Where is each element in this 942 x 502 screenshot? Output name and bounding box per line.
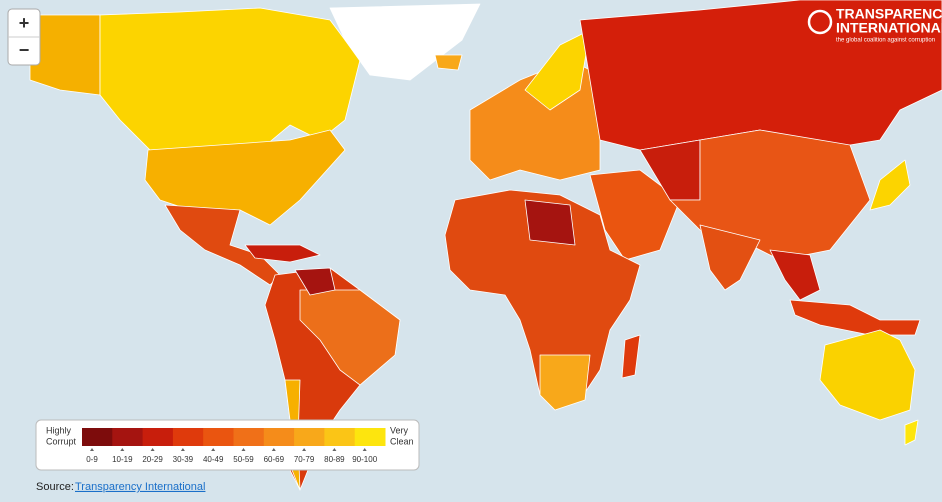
- usa: [144, 129, 346, 226]
- legend-tick: [241, 448, 246, 451]
- legend-swatch: [354, 428, 386, 446]
- australia: [819, 329, 916, 421]
- legend-low-label: Corrupt: [46, 436, 77, 446]
- southeast-asia: [769, 249, 821, 301]
- legend-tick: [302, 448, 307, 451]
- legend-tick: [211, 448, 216, 451]
- legend-bin-label: 80-89: [324, 455, 345, 464]
- legend-swatch: [142, 428, 174, 446]
- legend: Highly Corrupt Very Clean 0-9 10-19 20-29 3…: [35, 419, 420, 471]
- logo: TRANSPARENCY INTERNATIONAL the global co…: [807, 6, 942, 44]
- legend-bin-label: 30-39: [173, 455, 194, 464]
- legend-tick: [180, 448, 185, 451]
- southern-africa: [539, 354, 591, 411]
- scandinavia: [524, 29, 591, 111]
- legend-tick: [362, 448, 367, 451]
- legend-tick: [120, 448, 125, 451]
- land-layer: [29, 0, 942, 491]
- source-prefix: Source:: [36, 481, 74, 493]
- legend-swatch: [294, 428, 325, 446]
- zoom-in-button[interactable]: +: [19, 13, 30, 33]
- logo-icon: [807, 9, 833, 35]
- indonesia: [789, 299, 921, 336]
- madagascar: [621, 334, 641, 379]
- legend-swatch: [112, 428, 144, 446]
- legend-bin-label: 70-79: [294, 455, 315, 464]
- logo-line1: TRANSPARENCY: [836, 6, 942, 22]
- legend-bin-label: 0-9: [86, 455, 98, 464]
- zoom-out-button[interactable]: −: [19, 40, 30, 60]
- logo-tagline: the global coalition against corruption: [836, 38, 935, 44]
- legend-low-label: Highly: [46, 425, 72, 435]
- legend-swatch: [203, 428, 234, 446]
- japan: [869, 159, 911, 211]
- legend-tick: [332, 448, 337, 451]
- india: [699, 224, 761, 291]
- source: Source: Transparency International: [36, 481, 205, 493]
- new-zealand: [904, 419, 919, 446]
- source-link[interactable]: Transparency International: [75, 481, 205, 493]
- legend-tick: [271, 448, 276, 451]
- libya: [524, 199, 576, 246]
- legend-bin-label: 60-69: [264, 455, 285, 464]
- legend-swatch: [172, 428, 204, 446]
- greenland: [329, 3, 481, 81]
- middle-east: [589, 169, 681, 261]
- legend-swatch: [263, 428, 295, 446]
- legend-bin-label: 40-49: [203, 455, 224, 464]
- legend-bin-label: 90-100: [352, 455, 377, 464]
- legend-bin-label: 50-59: [233, 455, 254, 464]
- legend-bin-label: 20-29: [142, 455, 163, 464]
- legend-tick: [150, 448, 155, 451]
- canada: [99, 7, 361, 151]
- legend-bin-label: 10-19: [112, 455, 133, 464]
- zoom-control: + −: [7, 8, 41, 66]
- alaska: [29, 14, 101, 96]
- legend-tick: [90, 448, 94, 451]
- caribbean: [244, 244, 321, 263]
- iceland: [434, 54, 463, 71]
- legend-high-label: Very: [390, 425, 409, 435]
- legend-swatch: [82, 428, 113, 446]
- legend-high-label: Clean: [390, 436, 414, 446]
- venezuela: [294, 267, 336, 296]
- logo-line2: INTERNATIONAL: [836, 20, 942, 36]
- legend-swatch: [324, 428, 356, 446]
- brazil: [299, 289, 401, 386]
- legend-swatch: [233, 428, 265, 446]
